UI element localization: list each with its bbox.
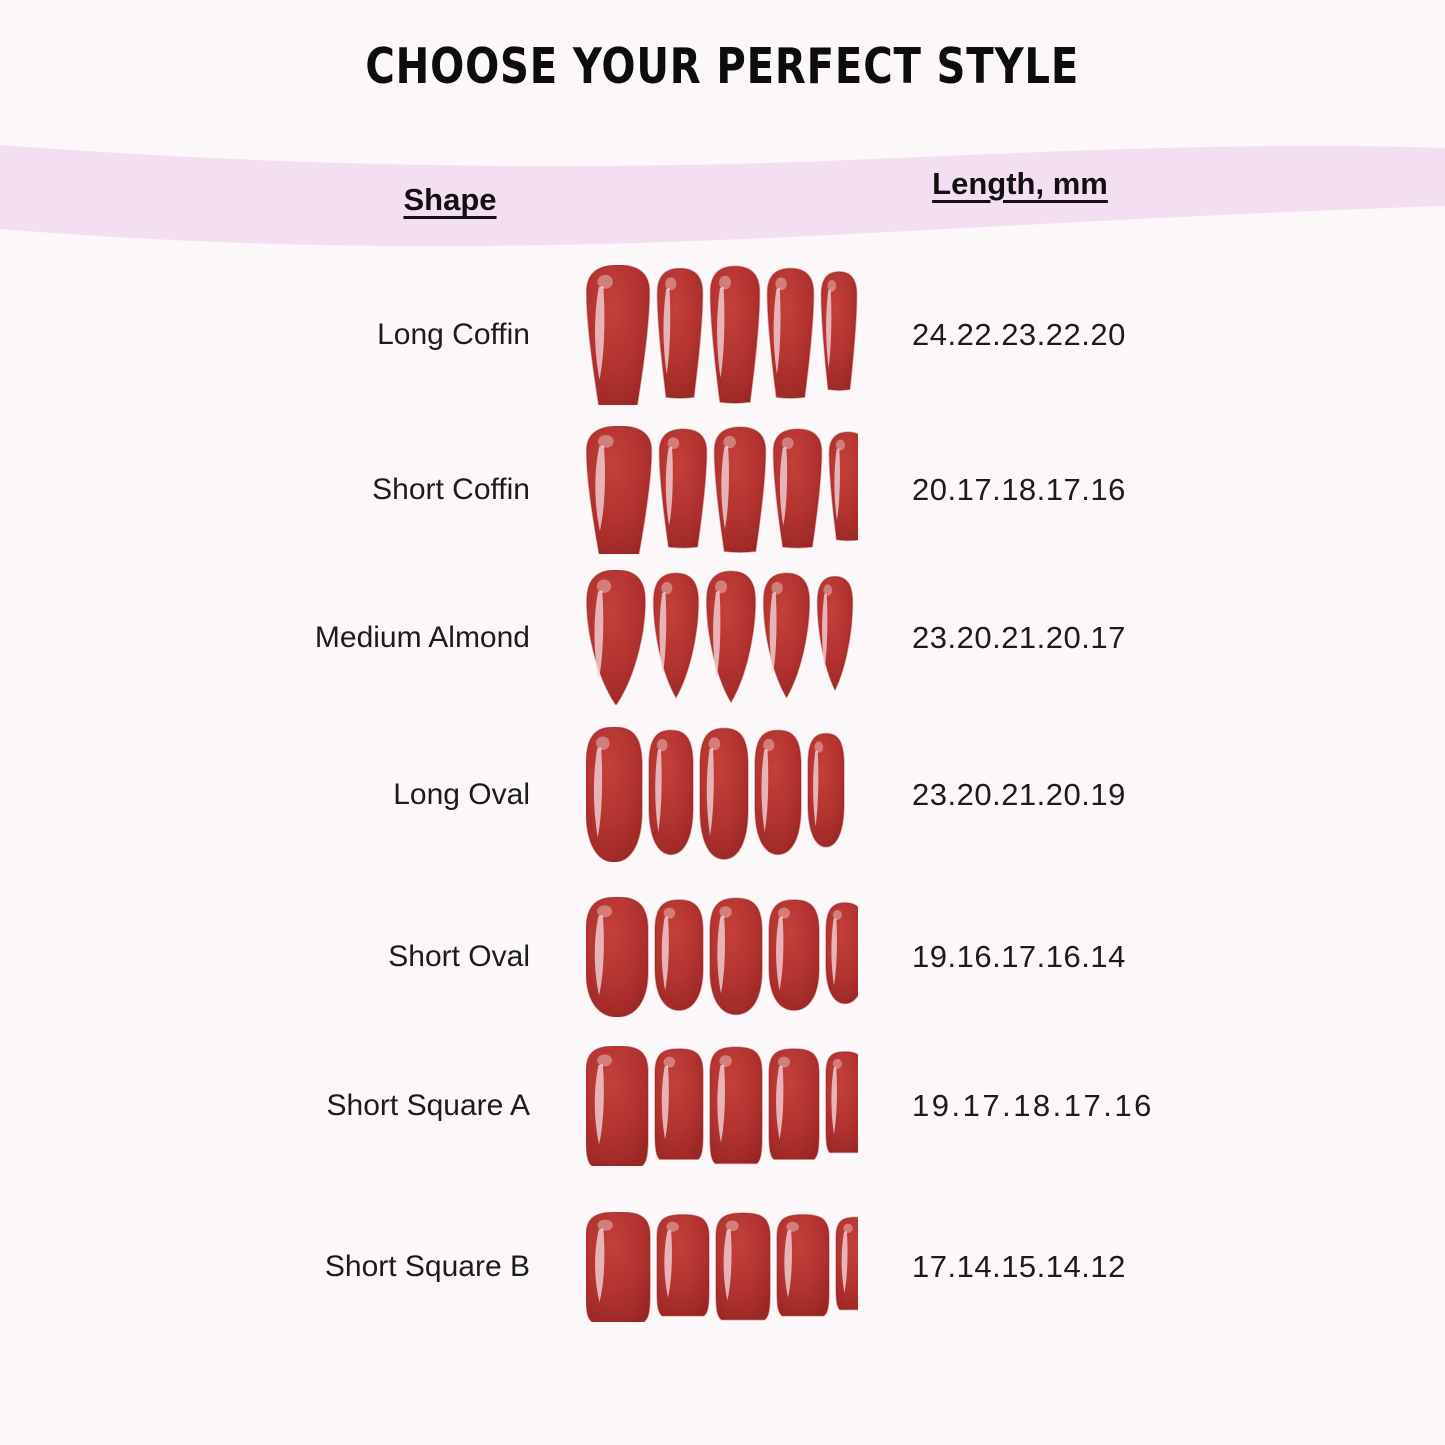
column-header-shape: Shape: [403, 182, 497, 217]
nail-set-image-medium-almond: [586, 570, 854, 705]
style-row-short-square-a: Short Square A 19.17.18.17.16: [0, 1046, 1445, 1166]
length-values: 19.17.18.17.16: [912, 1088, 1154, 1123]
shape-name: Short Oval: [388, 940, 530, 973]
page-title: CHOOSE YOUR PERFECT STYLE: [365, 38, 1080, 95]
shape-name: Medium Almond: [314, 620, 530, 654]
style-row-long-coffin: Long Coffin 24.22.23.22.20: [0, 265, 1445, 405]
nail-set-image-short-oval: [586, 897, 858, 1017]
nail-set-image-short-square-a: [586, 1046, 858, 1166]
shape-name: Short Coffin: [372, 473, 530, 506]
shape-name: Long Oval: [393, 777, 530, 811]
style-row-short-oval: Short Oval 19.16.17.16.14: [0, 897, 1445, 1017]
shape-name: Short Square B: [324, 1250, 530, 1283]
style-row-short-square-b: Short Square B 17.14.15.14.12: [0, 1212, 1445, 1322]
shape-name: Long Coffin: [377, 318, 530, 351]
style-row-medium-almond: Medium Almond 23.20.21.20.17: [0, 570, 1445, 705]
nail-set-image-short-square-b: [586, 1212, 858, 1322]
column-header-length: Length, mm: [932, 166, 1108, 201]
length-values: 20.17.18.17.16: [912, 472, 1126, 507]
nail-set-image-long-coffin: [586, 265, 858, 405]
nail-set-image-short-coffin: [586, 426, 858, 554]
length-values: 23.20.21.20.19: [912, 776, 1126, 812]
shape-name: Short Square A: [326, 1089, 530, 1122]
length-values: 23.20.21.20.17: [912, 619, 1126, 655]
length-values: 24.22.23.22.20: [912, 317, 1126, 352]
style-row-long-oval: Long Oval 23.20.21.20.19: [0, 727, 1445, 862]
length-values: 19.16.17.16.14: [912, 939, 1126, 974]
style-row-short-coffin: Short Coffin 20.17.18.17.16: [0, 426, 1445, 554]
pink-wave-band: [0, 145, 1445, 247]
length-values: 17.14.15.14.12: [912, 1249, 1126, 1284]
nail-set-image-long-oval: [586, 727, 845, 862]
